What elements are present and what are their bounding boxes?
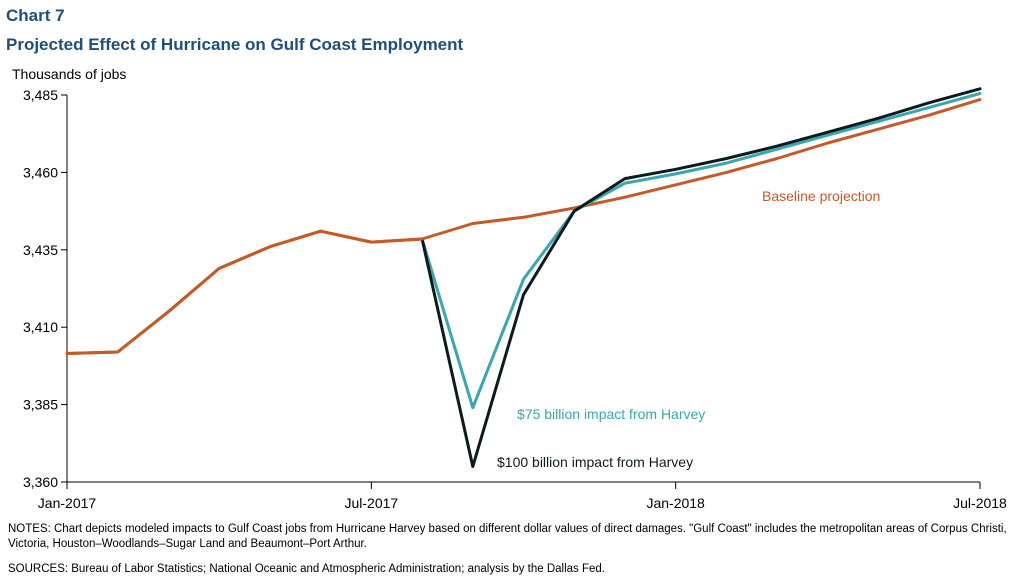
series-line-2 (420, 87, 982, 468)
y-tick-label: 3,385 (23, 397, 58, 413)
series-line-baseline-history (65, 229, 424, 355)
series-labels: Baseline projection $75 billion impact f… (497, 188, 880, 470)
chart-number: Chart 7 (6, 6, 65, 25)
series-layer (65, 87, 982, 468)
series-label-baseline: Baseline projection (762, 188, 880, 204)
series-label-75-billion: $75 billion impact from Harvey (517, 406, 705, 422)
series-line-1 (420, 92, 982, 410)
chart-sources: SOURCES: Bureau of Labor Statistics; Nat… (8, 563, 606, 575)
y-tick-label: 3,410 (23, 319, 58, 335)
y-tick-label: 3,460 (23, 164, 58, 180)
x-tick-label: Jan-2017 (38, 495, 97, 511)
y-tick-label: 3,360 (23, 474, 58, 490)
chart-title: Projected Effect of Hurricane on Gulf Co… (6, 35, 464, 54)
series-label-100-billion: $100 billion impact from Harvey (497, 454, 693, 470)
y-axis-unit-label: Thousands of jobs (12, 66, 127, 82)
x-tick-label: Jul-2017 (344, 495, 398, 511)
series-line-0 (65, 98, 982, 355)
x-tick-label: Jan-2018 (646, 495, 705, 511)
y-tick-label: 3,485 (23, 87, 58, 103)
chart-notes: NOTES: Chart depicts modeled impacts to … (8, 523, 1007, 550)
y-tick-label: 3,435 (23, 242, 58, 258)
x-tick-label: Jul-2018 (953, 495, 1007, 511)
axes: 3,360 3,385 3,410 3,435 3,460 3,485 Jan-2017 Ju… (23, 87, 1007, 511)
